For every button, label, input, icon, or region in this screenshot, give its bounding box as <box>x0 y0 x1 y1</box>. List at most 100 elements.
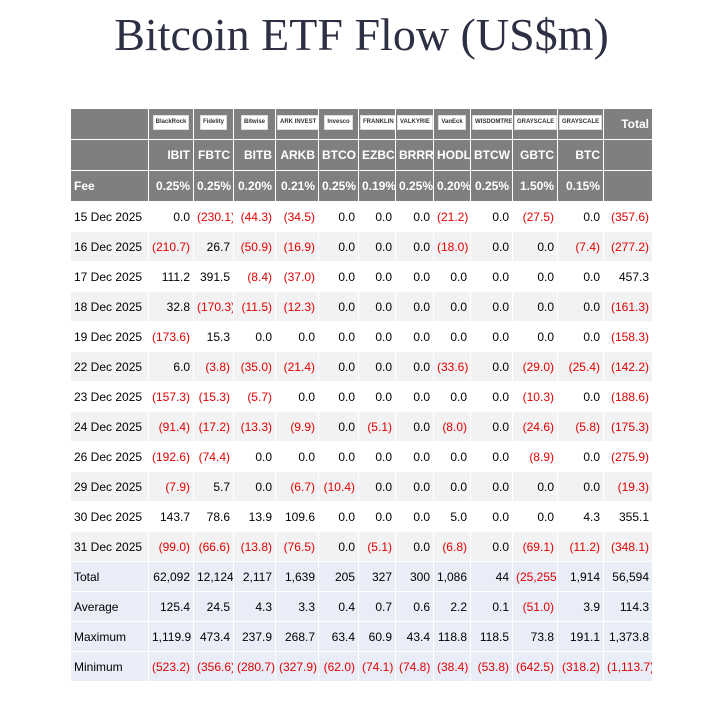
cell: 0.0 <box>318 381 359 412</box>
cell: 1,639 <box>275 561 319 592</box>
data-row: 30 Dec 2025 143.7 78.6 13.9 109.6 0.0 0.0 0.0 5.… <box>70 501 653 532</box>
cell: 0.0 <box>275 441 319 472</box>
cell: (25,255) <box>512 561 558 592</box>
summary-row: Average 125.4 24.5 4.3 3.3 0.4 0.7 0.6 2.2 0.1 (51… <box>70 591 653 622</box>
cell: (3.8) <box>193 351 234 382</box>
cell: 19 Dec 2025 <box>70 321 149 352</box>
cell: 111.2 <box>148 261 194 292</box>
cell: (13.3) <box>233 411 276 442</box>
cell: (37.0) <box>275 261 319 292</box>
data-row: 31 Dec 2025 (99.0) (66.6) (13.8) (76.5) 0.0 (5… <box>70 531 653 562</box>
data-row: 26 Dec 2025 (192.6) (74.4) 0.0 0.0 0.0 0.0 0.0 0… <box>70 441 653 472</box>
title: Bitcoin ETF Flow (US$m) <box>114 9 609 60</box>
cell: 0.0 <box>358 291 396 322</box>
cell: (7.4) <box>557 231 604 262</box>
cell: 0.0 <box>512 321 558 352</box>
data-row: 23 Dec 2025 (157.3) (15.3) (5.7) 0.0 0.0 0.0 0.… <box>70 381 653 412</box>
cell: 0.0 <box>557 381 604 412</box>
cell: 0.0 <box>275 381 319 412</box>
cell: (35.0) <box>233 351 276 382</box>
data-row: 19 Dec 2025 (173.6) 15.3 0.0 0.0 0.0 0.0 0.0 0.0… <box>70 321 653 352</box>
cell: 0.0 <box>233 471 276 502</box>
logo: Bitwise <box>240 115 268 130</box>
cell: 6.0 <box>148 351 194 382</box>
cell: 22 Dec 2025 <box>70 351 149 382</box>
fee-row: Fee 0.25% 0.25% 0.20% 0.21% 0.25% 0.19% 0.25% 0.… <box>70 170 653 202</box>
cell: 0.0 <box>470 441 513 472</box>
cell: BTCO <box>318 139 359 171</box>
cell: ARKB <box>275 139 319 171</box>
cell: (51.0) <box>512 591 558 622</box>
cell: (280.7) <box>233 651 276 682</box>
data-row: 16 Dec 2025 (210.7) 26.7 (50.9) (16.9) 0.0 0.0… <box>70 231 653 262</box>
cell: 0.0 <box>433 441 471 472</box>
cell: 1.50% <box>512 170 558 202</box>
cell: 1,373.8 <box>603 621 653 652</box>
cell: BlackRock <box>148 108 194 140</box>
cell: 0.0 <box>470 381 513 412</box>
cell: 0.0 <box>395 261 434 292</box>
cell: (18.0) <box>433 231 471 262</box>
cell: 457.3 <box>603 261 653 292</box>
cell: Average <box>70 591 149 622</box>
data-row: 29 Dec 2025 (7.9) 5.7 0.0 (6.7) (10.4) 0.0 0.0 0… <box>70 471 653 502</box>
cell: 32.8 <box>148 291 194 322</box>
summary-row: Total 62,092 12,124 2,117 1,639 205 327 300 1,08… <box>70 561 653 592</box>
cell: 0.0 <box>318 231 359 262</box>
logo: FRANKLIN TEMPLETON <box>360 115 395 130</box>
cell: 0.6 <box>395 591 434 622</box>
cell: Total <box>603 108 653 140</box>
cell: (9.9) <box>275 411 319 442</box>
cell: (277.2) <box>603 231 653 262</box>
cell: 473.4 <box>193 621 234 652</box>
cell: 0.25% <box>148 170 194 202</box>
cell: (1,113.7) <box>603 651 653 682</box>
cell: (348.1) <box>603 531 653 562</box>
cell: (192.6) <box>148 441 194 472</box>
cell: HODL <box>433 139 471 171</box>
cell: 0.0 <box>395 321 434 352</box>
cell: (5.7) <box>233 381 276 412</box>
cell: 0.0 <box>358 441 396 472</box>
cell: VanEck <box>433 108 471 140</box>
cell: 109.6 <box>275 501 319 532</box>
cell: 0.0 <box>470 351 513 382</box>
cell: (53.8) <box>470 651 513 682</box>
cell: 391.5 <box>193 261 234 292</box>
cell: 56,594 <box>603 561 653 592</box>
cell: 0.0 <box>233 441 276 472</box>
cell: 0.0 <box>395 351 434 382</box>
cell: 118.5 <box>470 621 513 652</box>
cell: (25.4) <box>557 351 604 382</box>
cell: 15.3 <box>193 321 234 352</box>
cell: 0.0 <box>433 471 471 502</box>
cell: 0.0 <box>470 321 513 352</box>
data-row: 18 Dec 2025 32.8 (170.3) (11.5) (12.3) 0.0 0.0… <box>70 291 653 322</box>
cell <box>70 139 149 171</box>
cell: 0.0 <box>358 351 396 382</box>
cell: (62.0) <box>318 651 359 682</box>
logo: Invesco <box>324 115 353 130</box>
cell: 0.25% <box>193 170 234 202</box>
logo: VALKYRIE <box>397 115 433 130</box>
logo: GRAYSCALE <box>559 115 603 130</box>
cell: 0.0 <box>395 201 434 232</box>
cell: (5.1) <box>358 411 396 442</box>
cell: (24.6) <box>512 411 558 442</box>
cell: 0.0 <box>233 321 276 352</box>
cell: 0.0 <box>358 261 396 292</box>
cell: (34.5) <box>275 201 319 232</box>
cell: 118.8 <box>433 621 471 652</box>
cell: (11.2) <box>557 531 604 562</box>
cell: 30 Dec 2025 <box>70 501 149 532</box>
cell: 0.0 <box>395 411 434 442</box>
cell: (17.2) <box>193 411 234 442</box>
cell: 0.0 <box>470 411 513 442</box>
cell: 0.20% <box>233 170 276 202</box>
cell: 0.7 <box>358 591 396 622</box>
cell: (10.4) <box>318 471 359 502</box>
cell: 60.9 <box>358 621 396 652</box>
cell: 0.0 <box>318 261 359 292</box>
cell: (16.9) <box>275 231 319 262</box>
cell: (6.8) <box>433 531 471 562</box>
